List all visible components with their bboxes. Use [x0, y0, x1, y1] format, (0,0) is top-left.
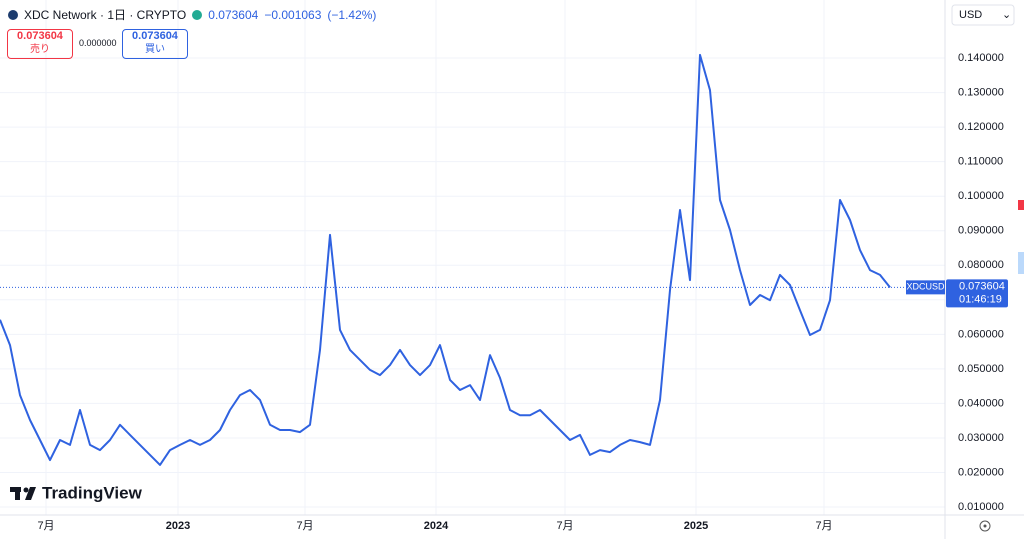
price-tag	[946, 279, 1008, 308]
y-tick-label: 0.110000	[958, 156, 1003, 168]
dropdown-icon: ⌄	[1002, 9, 1011, 21]
y-tick-label: 0.120000	[958, 121, 1004, 133]
symbol-tag-text: XDCUSD	[906, 282, 945, 292]
y-tick-label: 0.060000	[958, 328, 1004, 340]
edge-marker	[1018, 252, 1024, 274]
overlay: 7月 2023 7月 2024 7月 2025 7月 0.010000 0.020000 0.03…	[0, 52, 1008, 532]
y-tick-label: 0.090000	[958, 225, 1004, 237]
buy-button[interactable]: 0.073604 買い	[122, 29, 188, 59]
price-tag-value: 0.073604	[959, 280, 1005, 292]
x-tick-label: 7月	[556, 520, 573, 532]
change: −0.001063	[264, 7, 322, 22]
price-tag-countdown: 01:46:19	[959, 293, 1002, 305]
logo-text: TradingView	[42, 483, 143, 502]
x-tick-label: 7月	[37, 520, 54, 532]
logo: TradingView	[10, 483, 143, 502]
buy-price: 0.073604	[132, 30, 178, 42]
settings-icon[interactable]	[979, 520, 991, 532]
y-tick-label: 0.080000	[958, 259, 1004, 271]
y-tick-label: 0.030000	[958, 432, 1004, 444]
y-tick-label: 0.140000	[958, 52, 1004, 64]
y-tick-label: 0.010000	[958, 501, 1004, 513]
currency: USD	[959, 9, 982, 21]
price-axis-bg	[945, 0, 1024, 539]
change-pct: (−1.42%)	[327, 7, 377, 22]
market-status	[192, 9, 203, 20]
logo-mark	[23, 487, 29, 493]
settings-icon-dot	[983, 524, 987, 528]
x-tick-label: 7月	[296, 520, 313, 532]
symbol-tag	[906, 280, 945, 295]
x-tick-label: 2025	[684, 520, 708, 532]
price: 0.073604	[208, 7, 259, 22]
price-line	[0, 53, 891, 466]
y-tick-label: 0.100000	[958, 190, 1004, 202]
sell-button[interactable]: 0.073604 売り	[7, 29, 73, 59]
logo-mark	[25, 487, 36, 500]
y-tick-label: 0.130000	[958, 86, 1004, 98]
y-tick-label: 0.040000	[958, 397, 1004, 409]
currency-button[interactable]	[951, 4, 1015, 26]
logo-mark	[15, 487, 20, 500]
sell-label: 売り	[30, 44, 50, 55]
y-tick-label: 0.020000	[958, 466, 1004, 478]
symbol-icon	[8, 9, 18, 20]
sell-price: 0.073604	[17, 30, 63, 42]
x-tick-label: 2023	[166, 520, 190, 532]
symbol-row: XDC Network · 1日 · CRYPTO 0.073604 −0.00…	[8, 6, 376, 23]
edge-marker	[1018, 200, 1024, 210]
buy-label: 買い	[145, 44, 165, 55]
y-tick-label: 0.050000	[958, 363, 1004, 375]
spread: 0.000000	[79, 38, 117, 48]
symbol-title[interactable]: XDC Network · 1日 · CRYPTO	[24, 8, 187, 22]
x-tick-label: 7月	[815, 520, 832, 532]
header: XDC Network · 1日 · CRYPTO 0.073604 −0.00…	[0, 0, 940, 60]
x-tick-label: 2024	[424, 520, 449, 532]
